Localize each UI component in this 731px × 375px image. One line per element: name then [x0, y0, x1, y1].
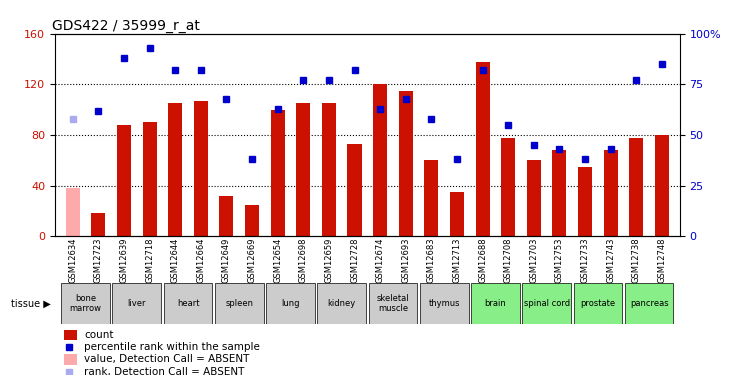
- Text: GSM12738: GSM12738: [632, 237, 641, 283]
- Bar: [91, 213, 105, 236]
- Bar: [168, 104, 182, 236]
- Bar: [553, 150, 567, 236]
- Bar: [347, 144, 362, 236]
- Text: brain: brain: [485, 299, 507, 308]
- Text: kidney: kidney: [327, 299, 356, 308]
- Text: GSM12698: GSM12698: [299, 237, 308, 283]
- Bar: [604, 150, 618, 236]
- Bar: [61, 283, 110, 324]
- Text: GSM12683: GSM12683: [427, 237, 436, 283]
- Text: spinal cord: spinal cord: [523, 299, 569, 308]
- Bar: [143, 122, 156, 236]
- Text: spleen: spleen: [225, 299, 253, 308]
- Text: GSM12743: GSM12743: [606, 237, 616, 283]
- Bar: [368, 283, 417, 324]
- Bar: [164, 283, 213, 324]
- Bar: [476, 62, 490, 236]
- Text: liver: liver: [127, 299, 146, 308]
- Bar: [398, 91, 413, 236]
- Bar: [625, 283, 673, 324]
- Text: GSM12634: GSM12634: [68, 237, 77, 283]
- Text: skeletal
muscle: skeletal muscle: [376, 294, 409, 313]
- Text: GSM12644: GSM12644: [171, 237, 180, 283]
- Bar: [215, 283, 264, 324]
- Bar: [629, 138, 643, 236]
- Text: GSM12728: GSM12728: [350, 237, 359, 283]
- Text: prostate: prostate: [580, 299, 616, 308]
- Bar: [420, 283, 469, 324]
- Text: percentile rank within the sample: percentile rank within the sample: [84, 342, 260, 352]
- Text: GSM12639: GSM12639: [119, 237, 129, 283]
- Text: tissue ▶: tissue ▶: [12, 299, 51, 309]
- Text: rank, Detection Call = ABSENT: rank, Detection Call = ABSENT: [84, 367, 245, 375]
- Text: GSM12693: GSM12693: [401, 237, 410, 283]
- Bar: [471, 283, 520, 324]
- Bar: [117, 125, 131, 236]
- Bar: [501, 138, 515, 236]
- Bar: [522, 283, 571, 324]
- Bar: [322, 104, 336, 236]
- Bar: [373, 84, 387, 236]
- Text: GSM12674: GSM12674: [376, 237, 385, 283]
- Bar: [527, 160, 541, 236]
- Text: GSM12664: GSM12664: [197, 237, 205, 283]
- Bar: [450, 192, 464, 236]
- Text: bone
marrow: bone marrow: [69, 294, 102, 313]
- Text: GSM12748: GSM12748: [657, 237, 667, 283]
- Text: GSM12703: GSM12703: [529, 237, 538, 283]
- Bar: [113, 283, 161, 324]
- Text: GSM12708: GSM12708: [504, 237, 512, 283]
- Text: heart: heart: [177, 299, 200, 308]
- Text: GSM12654: GSM12654: [273, 237, 282, 283]
- Text: pancreas: pancreas: [630, 299, 668, 308]
- Bar: [66, 188, 80, 236]
- Text: GSM12659: GSM12659: [325, 237, 333, 283]
- Bar: [574, 283, 622, 324]
- Text: GSM12713: GSM12713: [452, 237, 461, 283]
- Text: GSM12723: GSM12723: [94, 237, 103, 283]
- Text: GSM12733: GSM12733: [580, 237, 590, 283]
- Bar: [219, 196, 233, 236]
- Text: thymus: thymus: [428, 299, 460, 308]
- Bar: [245, 205, 259, 236]
- Bar: [296, 104, 311, 236]
- Text: value, Detection Call = ABSENT: value, Detection Call = ABSENT: [84, 354, 249, 364]
- Text: GSM12753: GSM12753: [555, 237, 564, 283]
- Text: GSM12718: GSM12718: [145, 237, 154, 283]
- Text: lung: lung: [281, 299, 300, 308]
- Bar: [194, 101, 208, 236]
- Text: GSM12669: GSM12669: [248, 237, 257, 283]
- Bar: [64, 354, 77, 365]
- Bar: [64, 330, 77, 340]
- Text: GSM12649: GSM12649: [222, 237, 231, 283]
- Bar: [578, 166, 592, 236]
- Bar: [270, 110, 284, 236]
- Text: GSM12688: GSM12688: [478, 237, 487, 283]
- Text: count: count: [84, 330, 114, 340]
- Text: GDS422 / 35999_r_at: GDS422 / 35999_r_at: [52, 19, 200, 33]
- Bar: [655, 135, 669, 236]
- Bar: [317, 283, 366, 324]
- Bar: [266, 283, 315, 324]
- Bar: [424, 160, 439, 236]
